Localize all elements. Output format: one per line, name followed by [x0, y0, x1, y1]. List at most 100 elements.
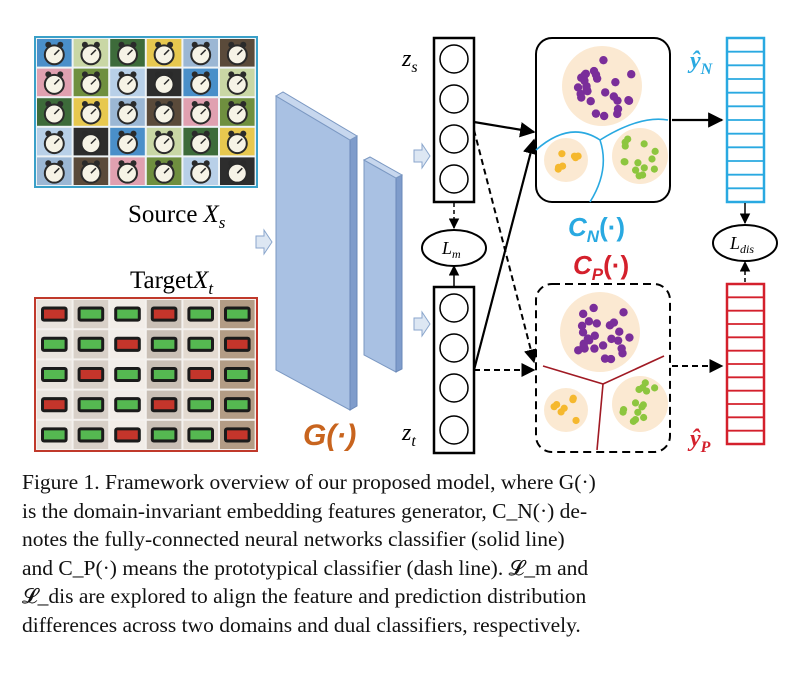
thumbnail-image: [146, 39, 182, 67]
thumbnail-image: [110, 39, 145, 67]
feature-point: [619, 408, 627, 416]
feature-point: [569, 394, 577, 402]
cluster-region: [544, 138, 588, 182]
feature-point: [648, 155, 656, 163]
thumbnail-image: [220, 360, 255, 389]
feature-point: [635, 385, 643, 394]
thumbnail-image: [146, 330, 182, 359]
cluster-region: [560, 292, 640, 372]
feature-point: [625, 333, 634, 342]
feature-point: [590, 344, 599, 353]
thumbnail-image: [37, 300, 72, 329]
thumbnail-image: [183, 360, 218, 389]
feature-point: [574, 152, 582, 160]
generator-label: G(·): [303, 419, 356, 452]
feature-point: [606, 354, 616, 364]
decision-boundary: [596, 383, 604, 451]
cn-classifier-box: [535, 37, 671, 203]
source-label: Source Xs: [128, 201, 226, 232]
feature-point: [591, 109, 601, 118]
thumbnail-image: [220, 39, 255, 67]
feature-point: [639, 401, 647, 409]
thumbnail-image: [37, 330, 72, 359]
thumbnail-image: [183, 68, 218, 97]
thumbnail-image: [183, 300, 218, 329]
thumbnail-image: [73, 330, 109, 359]
feature-point: [589, 66, 599, 76]
feature-point: [577, 321, 587, 330]
thumbnail-image: [110, 157, 145, 185]
flow-arrows: [472, 112, 724, 377]
feature-point: [613, 104, 623, 114]
thumbnail-image: [146, 360, 182, 389]
thumbnail-image: [37, 390, 72, 419]
thumbnail-image: [220, 420, 255, 449]
figure-caption: Figure 1. Framework overview of our prop…: [22, 468, 772, 640]
source-feature-column: [432, 36, 476, 204]
feature-point: [613, 336, 623, 345]
thumbnail-image: [183, 157, 218, 185]
feature-point: [619, 308, 628, 317]
feature-point: [635, 172, 643, 180]
target-label: TargetXt: [130, 267, 214, 298]
thumbnail-image: [146, 300, 182, 329]
thumbnail-image: [146, 390, 182, 419]
feature-point: [632, 166, 640, 174]
feature-point: [574, 346, 583, 355]
thumbnail-image: [110, 300, 145, 329]
thumbnail-image: [183, 127, 218, 156]
zs-label: zs: [401, 46, 418, 76]
feature-point: [611, 77, 620, 87]
feature-point: [650, 165, 658, 173]
caption-line: differences across two domains and dual …: [22, 612, 581, 637]
thumbnail-image: [110, 330, 145, 359]
thumbnail-image: [73, 68, 109, 97]
lm-loss-node: Lm: [421, 203, 487, 286]
thumbnail-image: [183, 98, 218, 126]
caption-line: Figure 1. Framework overview of our prop…: [22, 470, 596, 494]
thumbnail-image: [37, 98, 72, 126]
thumbnail-image: [37, 127, 72, 156]
feature-point: [580, 76, 589, 85]
feature-point: [627, 70, 636, 79]
feature-point: [651, 384, 659, 392]
thumbnail-image: [220, 330, 255, 359]
feature-point: [634, 408, 642, 416]
feature-point: [613, 96, 622, 105]
thumbnail-image: [37, 68, 72, 97]
thumbnail-image: [73, 127, 109, 156]
feature-point: [550, 403, 558, 411]
feature-point: [584, 317, 594, 326]
feature-point: [573, 83, 583, 92]
yp-label: ŷP: [687, 426, 711, 456]
feature-point: [590, 331, 600, 340]
cluster-region: [562, 46, 642, 126]
thumbnail-image: [220, 127, 255, 156]
cp-classifier-box: [535, 283, 671, 453]
feature-point: [599, 55, 608, 65]
feature-point: [617, 344, 626, 353]
thumbnail-image: [73, 39, 109, 67]
arrow-to-zs: [413, 142, 431, 170]
feature-point: [578, 328, 588, 337]
caption-line: 𝓛_dis are explored to align the feature …: [22, 584, 587, 609]
ldis-loss-node: Ldis: [712, 203, 778, 282]
thumbnail-image: [73, 98, 109, 126]
feature-point: [601, 88, 610, 97]
decision-boundary: [599, 118, 669, 141]
thumbnail-image: [183, 420, 218, 449]
thumbnail-image: [146, 68, 182, 97]
feature-point: [600, 354, 610, 363]
yp-prediction-bar: [725, 282, 766, 446]
thumbnail-image: [73, 390, 109, 419]
feature-point: [640, 413, 648, 422]
feature-point: [640, 140, 648, 148]
feature-point: [582, 84, 591, 94]
thumbnail-image: [183, 390, 218, 419]
thumbnail-image: [146, 98, 182, 126]
feature-point: [624, 96, 634, 105]
feature-point: [621, 158, 629, 166]
svg-text:Ldis: Ldis: [729, 233, 754, 256]
decision-boundary: [602, 355, 665, 385]
feature-point: [634, 159, 642, 167]
